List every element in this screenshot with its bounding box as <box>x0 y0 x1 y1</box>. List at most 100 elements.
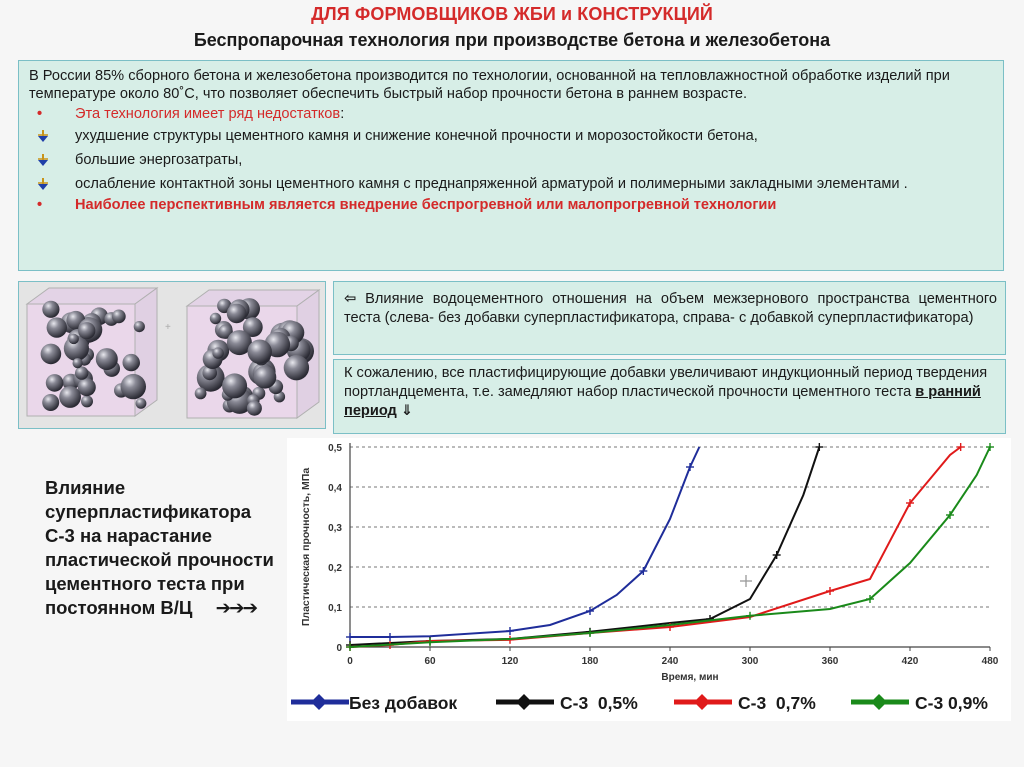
particle <box>242 317 263 337</box>
page-title: ДЛЯ ФОРМОВЩИКОВ ЖБИ и КОНСТРУКЦИЙ <box>311 4 713 24</box>
x-tick-label: 300 <box>742 656 759 667</box>
data-point <box>346 643 354 651</box>
data-point <box>956 443 965 451</box>
arrow-down-bullet-icon <box>38 154 48 166</box>
list-item: ослабление контактной зоны цементного ка… <box>29 175 995 193</box>
stray-marker <box>740 575 752 587</box>
y-tick-label: 0,2 <box>328 563 342 574</box>
particle <box>283 355 310 381</box>
data-point <box>639 567 648 575</box>
legend-line-icon <box>851 694 909 710</box>
particle <box>59 386 81 408</box>
particle <box>209 312 222 325</box>
additives-note-box: К сожалению, все пластифицирующие добавк… <box>333 359 1006 434</box>
particle <box>68 333 79 345</box>
wc-influence-text: Влияние водоцементного отношения на объе… <box>344 291 997 326</box>
legend-line-icon <box>291 694 349 710</box>
x-tick-label: 120 <box>502 656 519 667</box>
data-point <box>506 627 514 635</box>
x-tick-label: 240 <box>662 656 679 667</box>
y-tick-label: 0,4 <box>328 483 342 494</box>
disadvantages-lead: • Эта технология имеет ряд недостатков: <box>29 105 995 123</box>
bullet-dot-icon: • <box>37 197 43 213</box>
technology-box: В России 85% сборного бетона и железобет… <box>18 60 1004 271</box>
particle <box>253 365 277 389</box>
particle <box>120 373 146 400</box>
data-point <box>426 638 434 647</box>
particle <box>202 365 217 381</box>
x-tick-label: 420 <box>902 656 919 667</box>
conclusion-text: является внедрение беспрогревной или мал… <box>264 197 777 213</box>
strength-chart: 0 0,1 0,2 0,3 0,4 0,5 0 60 120 180 240 300 360 420 480… <box>287 438 1011 721</box>
disadvantage-item-text: ослабление контактной зоны цементного ка… <box>75 176 908 192</box>
arrow-down-bullet-icon <box>38 130 48 142</box>
particle <box>247 339 272 364</box>
right-arrows-icon: ➔➔➔ <box>215 597 258 618</box>
data-point <box>686 463 694 471</box>
data-point <box>346 633 354 641</box>
particle <box>133 321 145 333</box>
particle <box>45 374 64 392</box>
data-point <box>986 443 994 451</box>
chart-caption-text: Влияние суперпластификатора С-3 на нарас… <box>45 477 274 618</box>
note-underlined-text: в ранний период <box>344 384 981 419</box>
data-point <box>906 499 914 507</box>
particle <box>77 378 96 397</box>
legend-label: Без добавок <box>349 693 458 713</box>
chart-caption: Влияние суперпластификатора С-3 на нарас… <box>45 476 285 620</box>
note-text: К сожалению, все пластифицирующие добавк… <box>344 365 988 400</box>
data-point <box>586 607 594 615</box>
legend-label: С-3 0,5% <box>560 693 638 713</box>
particle <box>194 387 207 400</box>
list-item: ухудшение структуры цементного камня и с… <box>29 127 995 145</box>
particle-cubes-image: + <box>19 282 325 428</box>
wc-influence-box: ⇦ Влияние водоцементного отношения на об… <box>333 281 1006 355</box>
legend-item-c3-07: С-3 0,7% <box>670 686 840 718</box>
data-point <box>386 633 394 641</box>
particle <box>78 322 96 340</box>
data-point <box>866 595 874 603</box>
particle <box>246 400 262 416</box>
x-tick-label: 480 <box>982 656 999 667</box>
plus-sign: + <box>165 322 171 333</box>
y-tick-label: 0 <box>336 643 342 654</box>
y-tick-label: 0,1 <box>328 603 342 614</box>
conclusion: • Наиболее перспективным является внедре… <box>29 196 995 214</box>
particle <box>135 398 147 409</box>
particle <box>226 303 247 324</box>
x-tick-label: 360 <box>822 656 839 667</box>
page-subtitle: Беспропарочная технология при производст… <box>193 30 831 50</box>
data-point <box>826 587 834 595</box>
y-tick-label: 0,5 <box>328 443 342 454</box>
disadvantages-lead-colon: : <box>340 106 345 122</box>
particle <box>122 353 140 372</box>
x-tick-label: 60 <box>424 656 436 667</box>
disadvantage-item-text: ухудшение структуры цементного камня и с… <box>75 128 758 144</box>
particle <box>212 347 224 359</box>
particle <box>40 343 62 365</box>
disadvantage-item-text: большие энергозатраты, <box>75 152 243 168</box>
legend-label: С-3 0,9% <box>915 693 988 713</box>
x-axis-label: Время, мин <box>661 672 718 683</box>
strength-chart-svg: 0 0,1 0,2 0,3 0,4 0,5 0 60 120 180 240 300 360 420 480… <box>300 443 999 683</box>
intro-text: В России 85% сборного бетона и железобет… <box>29 68 950 102</box>
chart-legend: Без добавок С-3 0,5% С-3 0,7% С-3 0,9% <box>287 682 1011 724</box>
particle <box>95 348 118 371</box>
data-point <box>746 611 754 620</box>
down-arrow-icon: ⇓ <box>396 403 414 419</box>
data-point <box>772 551 781 559</box>
particle <box>81 395 93 408</box>
x-tick-label: 0 <box>347 656 353 667</box>
particle <box>111 309 126 324</box>
legend-item-no-additive: Без добавок <box>287 686 487 718</box>
bullet-dot-icon: • <box>37 106 43 122</box>
particle <box>72 358 83 369</box>
legend-item-c3-09: С-3 0,9% <box>847 686 1011 718</box>
particle <box>42 394 60 411</box>
particle-cubes-illustration: + <box>18 281 326 429</box>
series-line <box>349 446 991 648</box>
legend-line-icon <box>496 694 554 710</box>
arrow-down-bullet-icon <box>38 178 48 190</box>
particle <box>222 373 248 399</box>
conclusion-highlight: Наиболее перспективным <box>75 197 265 213</box>
